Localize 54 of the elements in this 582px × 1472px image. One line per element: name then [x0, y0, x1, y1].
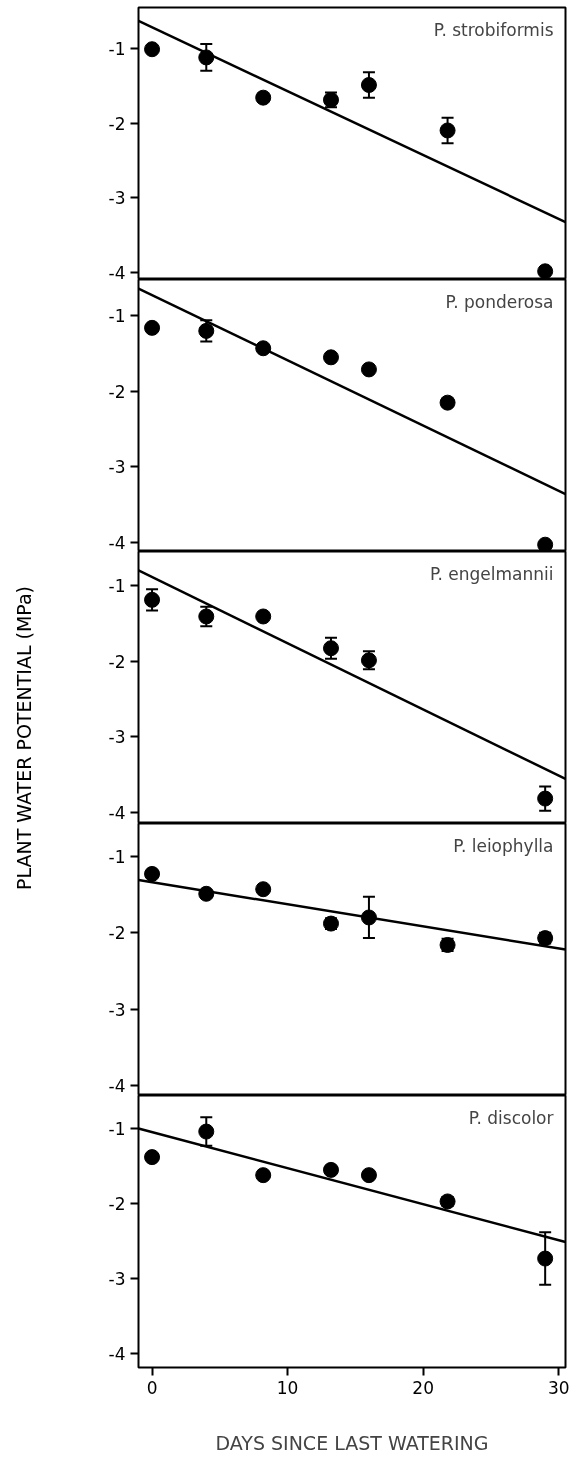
point	[198, 1123, 215, 1140]
y-tick-label: -4	[108, 1344, 126, 1365]
point	[537, 1250, 554, 1267]
text: P. leiophylla	[453, 835, 554, 856]
y-tick-label: -3	[108, 188, 126, 209]
text: P. ponderosa	[445, 291, 554, 312]
point	[537, 790, 554, 807]
point	[255, 608, 272, 625]
y-tick-label: -4	[108, 262, 126, 283]
y-tick-label: -2	[108, 651, 126, 672]
y-tick-label: -3	[108, 1269, 126, 1290]
y-tick-label: -4	[108, 1076, 126, 1097]
point	[537, 263, 554, 279]
y-tick-label: -2	[108, 381, 126, 402]
y-axis-title: PLANT WATER POTENTIAL (MPa)	[12, 586, 37, 891]
y-tick-label: -3	[108, 457, 126, 478]
x-tick-label: 0	[146, 1377, 158, 1398]
point	[144, 865, 161, 882]
point	[255, 1167, 272, 1184]
point	[439, 122, 456, 139]
point	[360, 361, 377, 378]
point	[322, 349, 339, 366]
y-tick-label: -2	[108, 923, 126, 944]
text: P. engelmannii	[429, 563, 554, 584]
point	[144, 591, 161, 608]
point	[439, 394, 456, 411]
point	[255, 89, 272, 106]
x-tick-label: 30	[547, 1377, 570, 1398]
y-tick-label: -1	[108, 846, 126, 867]
point	[537, 536, 554, 551]
point	[144, 319, 161, 336]
point	[255, 881, 272, 898]
text: P. strobiformis	[433, 19, 554, 40]
y-tick-label: -2	[108, 113, 126, 134]
x-axis-title: DAYS SINCE LAST WATERING	[215, 1431, 489, 1454]
y-tick-label: -1	[108, 306, 126, 327]
point	[198, 322, 215, 339]
x-tick-label: 20	[412, 1377, 434, 1398]
point	[322, 1161, 339, 1178]
point	[322, 640, 339, 657]
point	[360, 1167, 377, 1184]
y-tick-label: -1	[108, 38, 126, 59]
point	[144, 1149, 161, 1166]
y-tick-label: -4	[108, 802, 126, 823]
text: P. discolor	[468, 1107, 554, 1128]
y-tick-label: -4	[108, 532, 126, 553]
y-tick-label: -1	[108, 576, 126, 596]
y-tick-label: -3	[108, 999, 126, 1020]
y-tick-label: -1	[108, 1119, 126, 1140]
y-tick-label: -3	[108, 727, 126, 748]
x-tick-label: 10	[276, 1377, 299, 1398]
point	[144, 41, 161, 58]
y-tick-label: -2	[108, 1194, 126, 1215]
point	[360, 77, 377, 93]
